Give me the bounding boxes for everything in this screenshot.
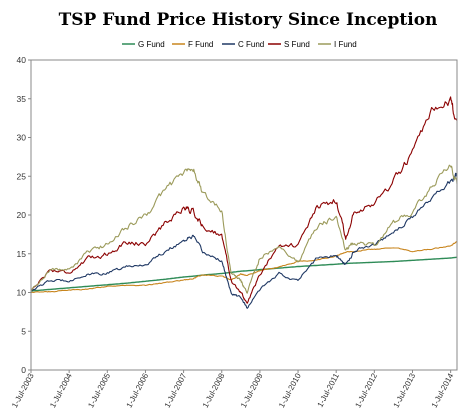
y-axis: 0 5 10 15 20 25 30 35 40 (17, 55, 31, 375)
y-tick-label: 15 (17, 249, 27, 259)
series-line-g-fund (30, 256, 458, 292)
y-tick-label: 20 (17, 210, 27, 220)
y-tick-label: 5 (21, 326, 26, 336)
legend-item-f-fund: F Fund (172, 40, 213, 49)
plot-lines (30, 96, 458, 309)
y-tick-label: 10 (17, 288, 27, 298)
x-tick-label: 1-Jul-2012 (353, 371, 379, 409)
x-tick-label: 1-Jul-2009 (239, 371, 265, 409)
y-tick-label: 40 (17, 55, 27, 65)
legend-item-s-fund: S Fund (268, 40, 310, 49)
y-tick-label: 25 (17, 171, 27, 181)
legend-item-i-fund: I Fund (318, 40, 357, 49)
legend-item-c-fund: C Fund (222, 40, 264, 49)
x-tick-label: 1-Jul-2005 (86, 371, 112, 409)
series-line-i-fund (30, 164, 458, 294)
legend-label: F Fund (188, 40, 213, 49)
x-tick-label: 1-Jul-2014 (430, 371, 456, 409)
x-tick-label: 1-Jul-2010 (277, 371, 303, 409)
x-tick-label: 1-Jul-2013 (392, 371, 418, 409)
x-tick-label: 1-Jul-2003 (10, 371, 36, 409)
x-tick-label: 1-Jul-2006 (125, 371, 151, 409)
series-line-c-fund (31, 172, 458, 309)
series-line-s-fund (30, 96, 458, 304)
x-tick-label: 1-Jul-2008 (201, 371, 227, 409)
x-axis: 1-Jul-2003 1-Jul-2004 1-Jul-2005 1-Jul-2006… (10, 370, 456, 409)
legend-label: I Fund (334, 40, 357, 49)
series-line-f-fund (30, 240, 458, 294)
y-tick-label: 0 (21, 365, 26, 375)
legend-label: G Fund (138, 40, 165, 49)
y-tick-label: 30 (17, 133, 27, 143)
y-tick-label: 35 (17, 94, 27, 104)
plot-area-frame (30, 59, 458, 371)
x-tick-label: 1-Jul-2004 (48, 371, 74, 409)
chart-legend: G Fund F Fund C Fund S Fund I Fund (122, 40, 357, 49)
x-tick-label: 1-Jul-2007 (163, 371, 189, 409)
legend-item-g-fund: G Fund (122, 40, 165, 49)
x-tick-label: 1-Jul-2011 (316, 371, 342, 409)
chart-title: TSP Fund Price History Since Inception (59, 10, 438, 30)
legend-label: C Fund (238, 40, 264, 49)
legend-label: S Fund (284, 40, 310, 49)
